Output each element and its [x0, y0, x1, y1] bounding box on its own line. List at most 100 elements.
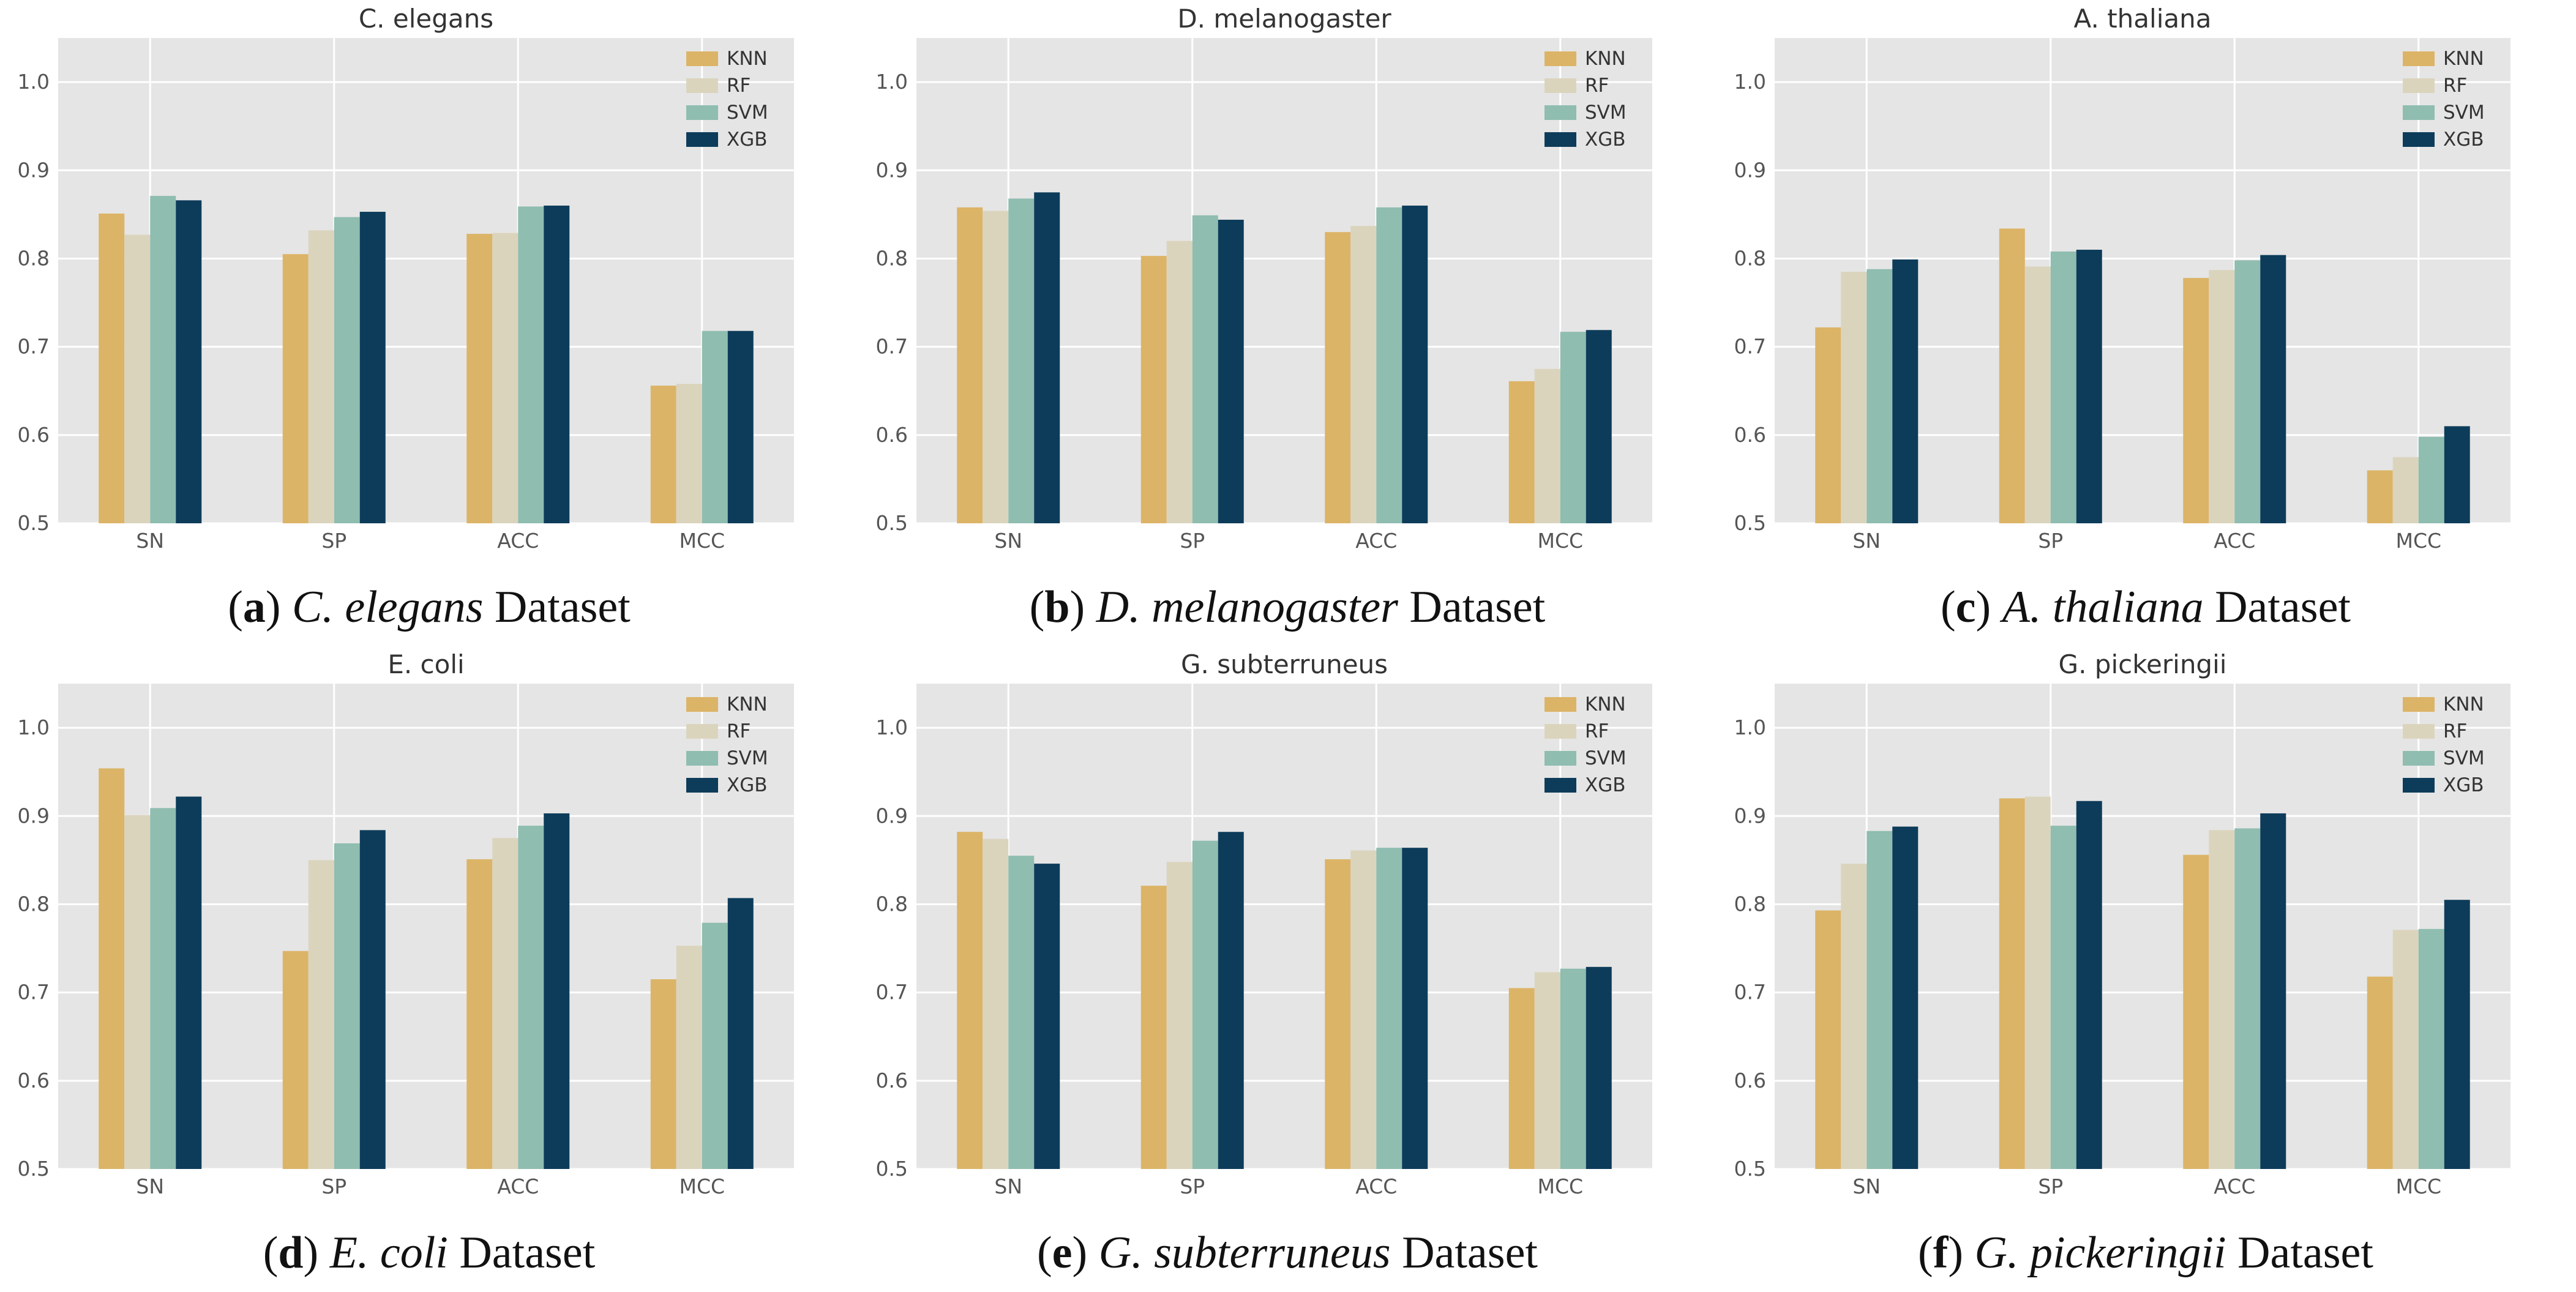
bar-chart: G. pickeringii 0.5 0.6 0.7 0.8 0.9 1.0 SN SP ACC M…	[1734, 649, 2510, 1198]
caption-species: G. pickeringii	[1974, 1228, 2226, 1278]
y-tick-label: 0.8	[876, 892, 908, 916]
bar-knn-acc	[2183, 278, 2209, 523]
caption-suffix: Dataset	[1409, 582, 1546, 632]
chart-title: C. elegans	[359, 4, 493, 34]
x-tick-label: MCC	[679, 529, 725, 553]
legend-swatch-knn	[686, 51, 718, 66]
bar-xgb-sp	[359, 212, 386, 523]
legend-swatch-rf	[2403, 724, 2435, 739]
bar-rf-sp	[1166, 241, 1193, 523]
bar-svm-acc	[1376, 848, 1402, 1169]
bar-xgb-acc	[2260, 255, 2286, 523]
legend-label-knn: KNN	[1585, 693, 1626, 715]
y-tick-label: 0.5	[18, 1157, 50, 1181]
y-tick-label: 0.8	[876, 246, 908, 270]
x-tick-label: MCC	[2395, 529, 2441, 553]
panel-caption: (c) A. thaliana Dataset	[1941, 582, 2351, 632]
bar-xgb-sn	[1892, 259, 1919, 523]
legend-label-rf: RF	[2443, 75, 2467, 97]
chart-title: G. pickeringii	[2059, 649, 2227, 679]
chart-panel-f: G. pickeringii 0.5 0.6 0.7 0.8 0.9 1.0 SN SP ACC M…	[1717, 646, 2575, 1291]
chart-title: A. thaliana	[2074, 4, 2212, 34]
caption-species: A. thaliana	[2002, 582, 2204, 632]
legend-swatch-xgb	[1544, 778, 1576, 793]
chart-panel-b: D. melanogaster 0.5 0.6 0.7 0.8 0.9 1.0 SN SP ACC…	[858, 0, 1717, 646]
caption-species: C. elegans	[292, 582, 484, 632]
bar-rf-acc	[492, 233, 519, 523]
y-tick-label: 0.6	[876, 423, 908, 447]
x-tick-label: SP	[321, 1174, 346, 1198]
bar-xgb-mcc	[2444, 426, 2470, 523]
legend-label-svm: SVM	[2443, 102, 2485, 124]
x-tick-label: MCC	[679, 1174, 725, 1198]
bar-rf-acc	[492, 838, 519, 1169]
y-tick-label: 0.6	[18, 423, 50, 447]
y-tick-label: 0.8	[18, 892, 50, 916]
bar-xgb-mcc	[727, 898, 754, 1169]
bar-svm-sp	[1192, 215, 1218, 523]
panel-caption: (f) G. pickeringii Dataset	[1918, 1228, 2373, 1278]
bar-xgb-sn	[1034, 864, 1060, 1169]
bar-rf-mcc	[1534, 368, 1560, 523]
chart-title: D. melanogaster	[1177, 4, 1391, 34]
bar-knn-sp	[1999, 798, 2025, 1169]
bar-rf-sn	[983, 211, 1009, 523]
legend-label-xgb: XGB	[1585, 774, 1626, 796]
bar-svm-mcc	[2418, 928, 2444, 1169]
y-tick-label: 0.6	[876, 1069, 908, 1092]
y-tick-label: 1.0	[1734, 715, 1766, 739]
bar-rf-acc	[2209, 270, 2235, 523]
bar-knn-sn	[1815, 327, 1841, 523]
x-tick-label: ACC	[497, 529, 539, 553]
y-tick-label: 1.0	[1734, 70, 1766, 94]
bar-chart: C. elegans 0.5 0.6 0.7 0.8 0.9 1.0 SN SP ACC MCC KN…	[18, 4, 794, 553]
bar-svm-acc	[1376, 207, 1402, 523]
bar-xgb-acc	[544, 813, 570, 1169]
y-tick-label: 0.7	[18, 335, 50, 359]
legend-label-xgb: XGB	[727, 774, 768, 796]
x-tick-label: ACC	[497, 1174, 539, 1198]
bar-xgb-sn	[176, 200, 202, 523]
y-tick-label: 0.8	[1734, 892, 1766, 916]
bar-knn-sn	[957, 832, 983, 1169]
bar-svm-sp	[334, 217, 360, 523]
bar-svm-acc	[2234, 828, 2261, 1169]
legend-swatch-rf	[686, 724, 718, 739]
legend-label-knn: KNN	[727, 48, 768, 70]
legend-swatch-xgb	[686, 132, 718, 147]
bar-knn-mcc	[650, 386, 676, 523]
bar-chart: A. thaliana 0.5 0.6 0.7 0.8 0.9 1.0 SN SP ACC MCC K…	[1734, 4, 2510, 553]
x-tick-label: SP	[2038, 529, 2063, 553]
bar-xgb-sp	[2076, 250, 2102, 523]
chart-title: E. coli	[388, 649, 464, 679]
bar-svm-sn	[150, 196, 176, 523]
bar-knn-acc	[2183, 854, 2209, 1169]
legend-label-rf: RF	[2443, 720, 2467, 742]
bar-svm-sn	[1866, 269, 1893, 523]
legend-swatch-svm	[1544, 105, 1576, 120]
bar-xgb-acc	[1402, 848, 1428, 1169]
bar-rf-sn	[124, 234, 151, 523]
bar-svm-sn	[1866, 831, 1893, 1169]
bar-svm-sp	[2050, 251, 2076, 523]
legend-swatch-knn	[1544, 697, 1576, 712]
x-tick-label: MCC	[1537, 1174, 1583, 1198]
caption-species: E. coli	[329, 1228, 448, 1278]
bar-svm-mcc	[2418, 436, 2444, 523]
bar-svm-mcc	[1560, 332, 1586, 523]
legend-label-rf: RF	[1585, 75, 1609, 97]
legend-swatch-rf	[2403, 78, 2435, 93]
bar-rf-mcc	[676, 946, 702, 1169]
legend-swatch-rf	[1544, 724, 1576, 739]
bar-svm-sn	[1008, 856, 1035, 1169]
bar-svm-acc	[518, 206, 544, 523]
bar-knn-mcc	[2367, 470, 2393, 523]
legend-label-xgb: XGB	[2443, 129, 2484, 151]
x-tick-label: SP	[1180, 529, 1205, 553]
legend-label-svm: SVM	[1585, 747, 1627, 769]
legend: KNN RF SVM XGB	[686, 693, 768, 796]
legend-label-rf: RF	[727, 720, 751, 742]
legend-swatch-knn	[2403, 51, 2435, 66]
x-tick-label: MCC	[1537, 529, 1583, 553]
